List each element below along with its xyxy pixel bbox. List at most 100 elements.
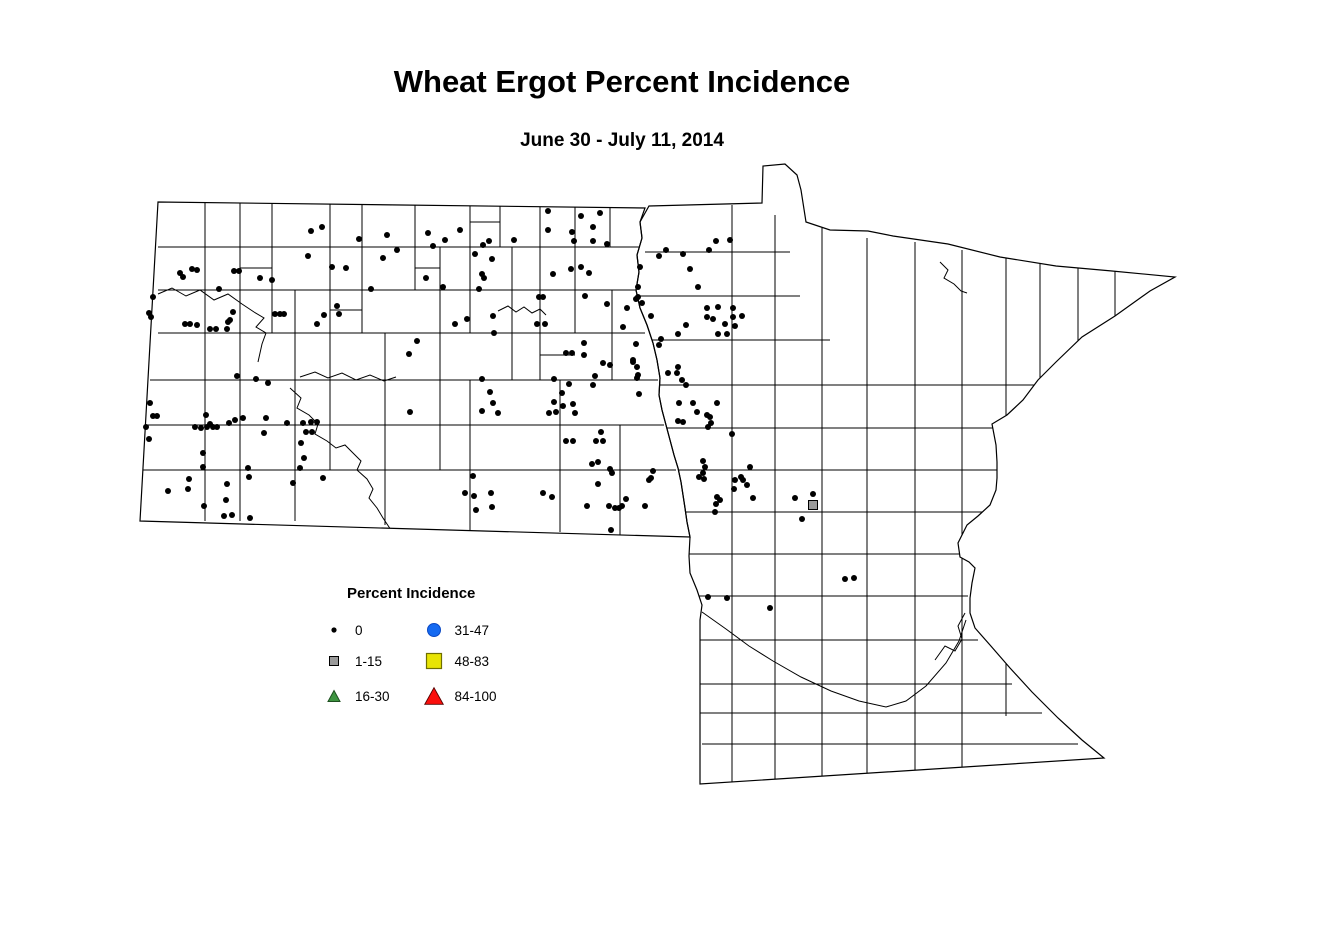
map-point-incidence-0 xyxy=(581,352,587,358)
map-point-incidence-0 xyxy=(663,247,669,253)
map-point-incidence-0 xyxy=(658,336,664,342)
legend-item-0: 0 xyxy=(322,618,390,642)
map-point-incidence-0 xyxy=(200,450,206,456)
map-point-incidence-0 xyxy=(284,420,290,426)
map-point-incidence-0 xyxy=(665,370,671,376)
map-point-incidence-0 xyxy=(724,331,730,337)
map-point-incidence-0 xyxy=(608,527,614,533)
map-point-incidence-0 xyxy=(810,491,816,497)
map-point-incidence-0 xyxy=(570,438,576,444)
map-point-incidence-0 xyxy=(320,475,326,481)
legend-item-31-47: 31-47 xyxy=(422,618,497,642)
map-point-incidence-0 xyxy=(231,268,237,274)
map-point-incidence-0 xyxy=(246,474,252,480)
map-point-incidence-0 xyxy=(589,461,595,467)
legend: Percent Incidence 0 1-15 16-30 31-47 xyxy=(322,585,602,715)
map-point-incidence-0 xyxy=(694,409,700,415)
map-point-incidence-0 xyxy=(600,438,606,444)
legend-column-right: 31-47 48-83 84-100 xyxy=(422,618,497,715)
map-point-incidence-0 xyxy=(604,241,610,247)
map-point-incidence-0 xyxy=(707,414,713,420)
north-dakota-county-lines xyxy=(143,202,676,535)
map-points-layer xyxy=(143,208,857,611)
map-point-incidence-0 xyxy=(221,513,227,519)
map-point-incidence-0 xyxy=(799,516,805,522)
map-point-incidence-0 xyxy=(595,481,601,487)
map-point-incidence-0 xyxy=(569,350,575,356)
map-point-incidence-0 xyxy=(633,296,639,302)
map-point-incidence-0 xyxy=(635,284,641,290)
legend-item-label: 16-30 xyxy=(355,688,390,704)
map-point-incidence-0 xyxy=(566,381,572,387)
map-point-incidence-0 xyxy=(597,210,603,216)
map-point-incidence-0 xyxy=(194,322,200,328)
map-point-incidence-0 xyxy=(606,503,612,509)
map-point-incidence-0 xyxy=(569,229,575,235)
map-point-incidence-0 xyxy=(674,370,680,376)
map-point-incidence-0 xyxy=(676,400,682,406)
map-point-incidence-0 xyxy=(430,243,436,249)
map-point-incidence-0 xyxy=(639,300,645,306)
map-point-incidence-0 xyxy=(234,373,240,379)
map-point-incidence-0 xyxy=(590,382,596,388)
map-point-incidence-0 xyxy=(495,410,501,416)
map-point-incidence-0 xyxy=(636,391,642,397)
map-point-incidence-0 xyxy=(705,424,711,430)
map-point-incidence-0 xyxy=(572,410,578,416)
map-point-incidence-0 xyxy=(740,477,746,483)
map-point-incidence-0 xyxy=(600,360,606,366)
map-point-incidence-0 xyxy=(336,311,342,317)
map-point-incidence-0 xyxy=(479,408,485,414)
map-point-incidence-0 xyxy=(713,238,719,244)
map-point-incidence-0 xyxy=(604,301,610,307)
map-point-incidence-0 xyxy=(590,224,596,230)
map-point-incidence-0 xyxy=(314,321,320,327)
map-point-incidence-0 xyxy=(180,274,186,280)
map-point-incidence-0 xyxy=(540,490,546,496)
map-point-incidence-0 xyxy=(675,364,681,370)
map-point-incidence-0 xyxy=(680,251,686,257)
page-title: Wheat Ergot Percent Incidence xyxy=(393,64,851,99)
map-point-incidence-0 xyxy=(314,419,320,425)
map-point-incidence-0 xyxy=(423,275,429,281)
map-point-incidence-0 xyxy=(712,509,718,515)
map-point-incidence-0 xyxy=(563,438,569,444)
map-point-incidence-0 xyxy=(203,412,209,418)
map-point-incidence-0 xyxy=(187,321,193,327)
map-point-incidence-0 xyxy=(261,430,267,436)
map-point-incidence-0 xyxy=(257,275,263,281)
map-point-incidence-0 xyxy=(394,247,400,253)
map-point-incidence-0 xyxy=(207,326,213,332)
map-point-incidence-0 xyxy=(269,277,275,283)
map-point-incidence-0 xyxy=(747,464,753,470)
map-point-incidence-0 xyxy=(154,413,160,419)
map-point-incidence-0 xyxy=(624,305,630,311)
map-point-incidence-0 xyxy=(511,237,517,243)
map-point-incidence-0 xyxy=(702,464,708,470)
map-point-incidence-0 xyxy=(648,313,654,319)
map-point-incidence-0 xyxy=(792,495,798,501)
map-point-incidence-0 xyxy=(623,496,629,502)
map-point-incidence-0 xyxy=(630,359,636,365)
map-point-incidence-0 xyxy=(715,304,721,310)
map-point-incidence-0 xyxy=(545,227,551,233)
map-point-incidence-0 xyxy=(414,338,420,344)
map-point-incidence-0 xyxy=(225,319,231,325)
map-point-incidence-0 xyxy=(551,399,557,405)
map-point-incidence-0 xyxy=(486,238,492,244)
map-point-incidence-0 xyxy=(301,455,307,461)
map-point-incidence-0 xyxy=(204,424,210,430)
map-point-incidence-0 xyxy=(571,238,577,244)
map-point-incidence-0 xyxy=(309,429,315,435)
map-point-incidence-0 xyxy=(706,247,712,253)
legend-item-label: 0 xyxy=(355,622,363,638)
incidence-31-47-circle-icon xyxy=(426,623,441,637)
map-point-incidence-0 xyxy=(687,266,693,272)
map-point-incidence-0 xyxy=(722,321,728,327)
legend-item-label: 84-100 xyxy=(454,688,497,704)
map-point-incidence-0 xyxy=(714,400,720,406)
map-point-incidence-0 xyxy=(147,400,153,406)
map-point-incidence-0 xyxy=(198,425,204,431)
map-point-incidence-0 xyxy=(182,321,188,327)
map-point-incidence-0 xyxy=(550,271,556,277)
